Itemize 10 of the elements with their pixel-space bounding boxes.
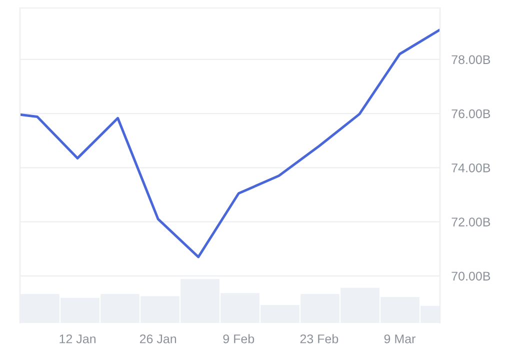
x-tick-label: 23 Feb: [300, 334, 338, 344]
y-tick-label: 78.00B: [452, 55, 490, 64]
y-tick-label: 74.00B: [452, 163, 490, 172]
x-tick-label: 26 Jan: [140, 334, 176, 344]
x-tick-label: 12 Jan: [60, 334, 96, 344]
x-tick-label: 9 Feb: [223, 334, 254, 344]
y-tick-label: 76.00B: [452, 109, 490, 118]
y-tick-label: 72.00B: [452, 218, 490, 226]
y-tick-label: 70.00B: [452, 272, 490, 281]
x-tick-label: 9 Mar: [384, 334, 416, 344]
